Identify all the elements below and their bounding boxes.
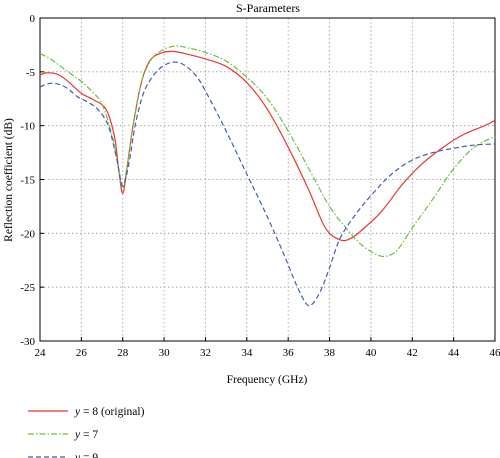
legend-label-value: = 8 (original)	[80, 406, 144, 418]
chart-title: S-Parameters	[236, 1, 300, 15]
x-tick-label: 36	[283, 347, 295, 359]
y-axis-label: Reflection coefficient (dB)	[3, 118, 15, 242]
legend-label-variable: y	[74, 406, 81, 418]
y-tick-label: -25	[20, 282, 35, 294]
y-tick-labels: 0 -5 -10 -15 -20 -25 -30	[20, 13, 44, 348]
y-tick-label: -10	[20, 121, 35, 133]
y-tick-label: 0	[30, 13, 36, 25]
x-tick-label: 34	[241, 347, 253, 359]
x-tick-label: 46	[490, 347, 500, 359]
x-tick-label: 32	[200, 347, 211, 359]
series-layer	[39, 45, 496, 307]
x-tick-label: 30	[159, 347, 171, 359]
x-tick-label: 24	[35, 347, 47, 359]
y-tick-label: -15	[20, 175, 35, 187]
x-tick-label: 42	[407, 347, 418, 359]
series-line-2	[39, 45, 496, 258]
legend-label-value: = 7	[80, 429, 98, 441]
legend-label-variable: y	[74, 429, 81, 441]
y-tick-label: -20	[20, 228, 35, 240]
x-tick-label: 28	[117, 347, 129, 359]
x-tick-label: 38	[324, 347, 336, 359]
grid-lines	[40, 18, 495, 341]
series-line-1	[39, 50, 496, 242]
legend-label-1: y = 8 (original)	[74, 406, 145, 418]
y-tick-label: -30	[20, 336, 35, 348]
legend-label-variable: y	[74, 452, 81, 458]
legend-label-value: = 9	[80, 452, 98, 458]
legend: y = 8 (original)y = 7y = 9	[28, 406, 145, 458]
x-tick-labels: 24 26 28 30 32 34 36 38 40 42 44 46	[35, 337, 500, 359]
x-tick-label: 40	[365, 347, 377, 359]
x-axis-label: Frequency (GHz)	[227, 374, 308, 386]
x-tick-label: 26	[76, 347, 88, 359]
y-tick-label: -5	[26, 67, 36, 79]
legend-label-3: y = 9	[74, 452, 98, 458]
legend-label-2: y = 7	[74, 429, 98, 441]
x-tick-label: 44	[448, 347, 460, 359]
series-line-3	[39, 61, 496, 307]
